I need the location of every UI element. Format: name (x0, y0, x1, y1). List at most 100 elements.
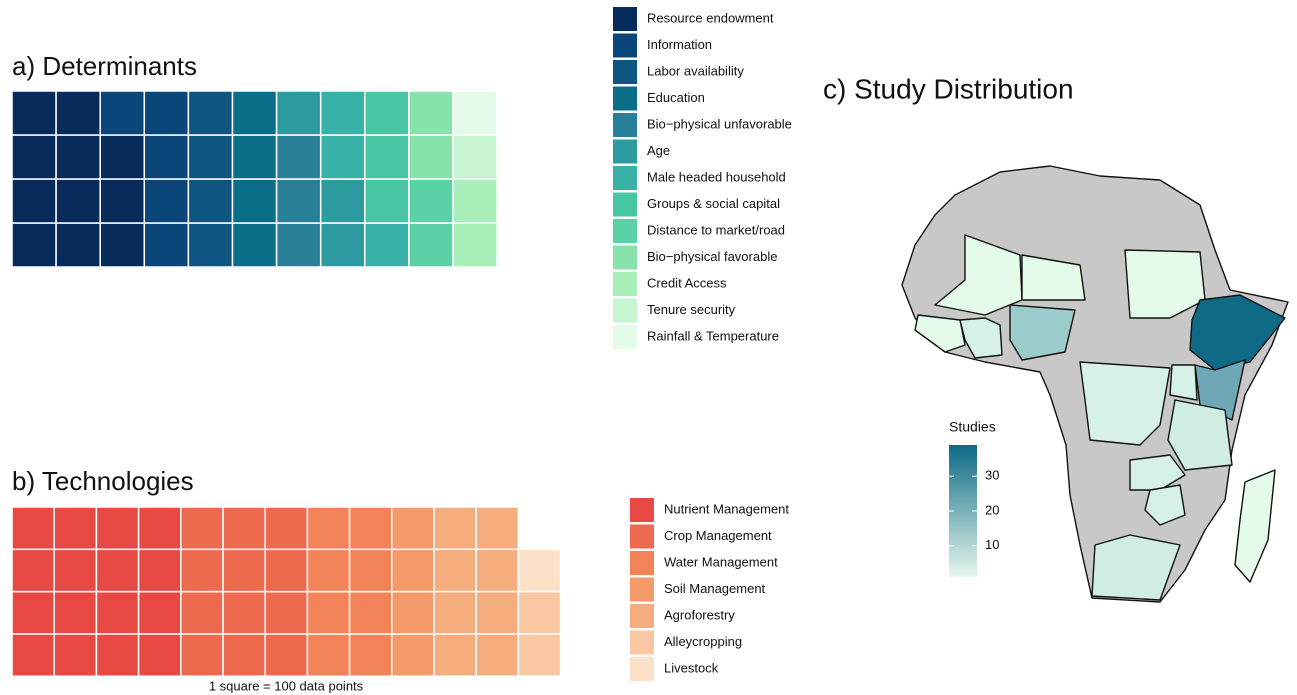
waffle-square (517, 590, 562, 635)
waffle-square (475, 506, 520, 551)
waffle-square (348, 590, 393, 635)
legend-swatch (613, 325, 637, 349)
waffle-square (452, 222, 498, 268)
waffle-square (433, 548, 477, 593)
waffle-square (55, 178, 101, 224)
legend-label: Credit Access (647, 275, 727, 290)
waffle-square (275, 222, 322, 268)
legend-label: Agroforestry (664, 607, 735, 622)
waffle-square (143, 222, 190, 268)
country (1129, 454, 1186, 491)
legend-swatch (613, 192, 637, 217)
waffle-square (95, 590, 140, 635)
waffle-square (475, 548, 520, 593)
legend-swatch (613, 7, 637, 31)
map (901, 165, 1289, 603)
note: 1 square = 100 data points (209, 678, 364, 693)
waffle-square (11, 178, 57, 224)
waffle-square (231, 178, 278, 224)
legend-label: Education (647, 90, 705, 105)
legend-label: Bio−physical favorable (647, 249, 777, 264)
waffle-square (275, 90, 322, 136)
legend-label: Nutrient Management (664, 501, 789, 516)
waffle-square (391, 590, 435, 635)
waffle-square (452, 178, 498, 224)
waffle-square (180, 506, 224, 551)
legend-label: Tenure security (647, 302, 736, 317)
waffle-square (180, 548, 224, 593)
waffle-square (99, 178, 146, 224)
waffle-square (319, 90, 366, 136)
waffle-square (55, 134, 101, 180)
waffle-square (408, 134, 454, 180)
legend-label: Information (647, 37, 712, 52)
waffle-square (319, 134, 366, 180)
waffle-square (264, 548, 309, 593)
waffle-square (11, 633, 55, 677)
waffle-square (222, 548, 266, 593)
legend-label: Distance to market/road (647, 222, 785, 237)
country (1079, 361, 1171, 446)
legend-label: Bio−physical unfavorable (647, 116, 792, 131)
waffle-square (53, 590, 98, 635)
legend-label: Age (647, 143, 670, 158)
waffle-square (306, 548, 351, 593)
waffle-square (180, 590, 224, 635)
country (914, 314, 966, 353)
tick-label: 20 (985, 502, 999, 517)
waffle-square (11, 590, 55, 635)
panel-title: c) Study Distribution (823, 73, 1074, 104)
waffle-square (433, 590, 477, 635)
waffle-square (137, 633, 182, 677)
waffle-square (408, 222, 454, 268)
waffle-square (11, 134, 57, 180)
waffle-square (319, 222, 366, 268)
waffle-square (517, 633, 562, 677)
legend-swatch (630, 604, 654, 628)
waffle-square (231, 222, 278, 268)
waffle-square (137, 590, 182, 635)
waffle-square (143, 90, 190, 136)
waffle-square (408, 178, 454, 224)
country (1091, 534, 1181, 601)
legend-swatch (613, 272, 637, 296)
waffle-square (53, 633, 98, 677)
legend-swatch (613, 219, 637, 243)
waffle-square (137, 506, 182, 551)
country (1169, 364, 1198, 401)
waffle-square (187, 222, 234, 268)
legend-label: Water Management (664, 554, 778, 569)
legend-label: Rainfall & Temperature (647, 328, 779, 343)
waffle-square (364, 178, 410, 224)
tick-label: 30 (985, 468, 999, 483)
legend-label: Livestock (664, 660, 719, 675)
waffle-square (364, 222, 410, 268)
legend-swatch (613, 33, 637, 58)
waffle-square (275, 134, 322, 180)
country (1021, 254, 1086, 301)
waffle-square (264, 633, 309, 677)
legend-label: Alleycropping (664, 634, 742, 649)
tick-label: 10 (985, 537, 999, 552)
waffle-square (187, 178, 234, 224)
waffle-square (222, 506, 266, 551)
country (934, 234, 1023, 316)
waffle-square (11, 222, 57, 268)
waffle-square (433, 506, 477, 551)
waffle-square (391, 633, 435, 677)
country (1167, 399, 1233, 471)
waffle-square (11, 548, 55, 593)
waffle-square (264, 506, 309, 551)
country (1144, 484, 1186, 526)
legend-label: Resource endowment (647, 10, 774, 25)
legend-label: Crop Management (664, 528, 772, 543)
waffle-square (99, 134, 146, 180)
legend-label: Male headed household (647, 169, 786, 184)
waffle-square (348, 548, 393, 593)
legend-title: Studies (949, 419, 996, 435)
waffle-square (11, 90, 57, 136)
waffle-square (187, 134, 234, 180)
legend-swatch (613, 60, 637, 84)
